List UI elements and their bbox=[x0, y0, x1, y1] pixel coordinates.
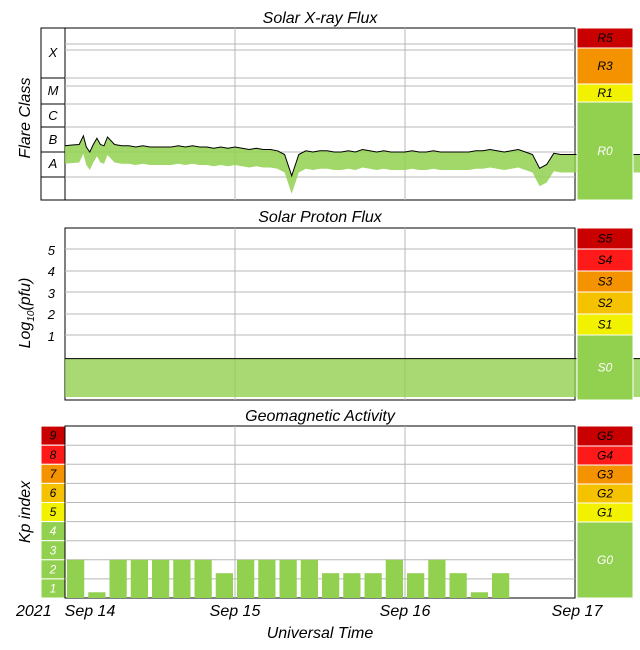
kp-bar bbox=[258, 559, 276, 598]
geomag-scale-label-g5: G5 bbox=[597, 429, 613, 443]
kp-bar bbox=[300, 559, 318, 598]
class-label-c: C bbox=[48, 108, 58, 123]
proton-tick-3: 3 bbox=[48, 286, 56, 301]
proton-scale-box-s0 bbox=[576, 334, 634, 401]
proton-tick-4: 4 bbox=[48, 264, 55, 279]
xray-ylabel: Flare Class bbox=[17, 78, 34, 159]
kp-bar bbox=[322, 573, 340, 598]
geomag-plot-area bbox=[64, 425, 576, 599]
kp-level-label-1: 1 bbox=[50, 581, 57, 595]
x-tick-sep16: Sep 16 bbox=[380, 603, 431, 620]
proton-flux-fill bbox=[65, 358, 640, 397]
proton-tick-5: 5 bbox=[48, 243, 56, 258]
xray-title: Solar X-ray Flux bbox=[263, 10, 379, 27]
proton-ylabel-sub: 10 bbox=[26, 310, 37, 322]
geomag-scale-label-g4: G4 bbox=[597, 449, 613, 463]
proton-storm-scale: S5 S4 S3 S2 S1 S0 bbox=[576, 227, 634, 401]
proton-title: Solar Proton Flux bbox=[258, 209, 383, 226]
proton-plot-area bbox=[64, 227, 640, 401]
kp-bar bbox=[407, 573, 425, 598]
x-year-label: 2021 bbox=[15, 603, 52, 620]
kp-bar bbox=[130, 559, 148, 598]
proton-scale-label-s5: S5 bbox=[598, 232, 613, 246]
kp-bar bbox=[492, 573, 510, 598]
xray-class-labels: X M C B A bbox=[40, 27, 66, 201]
kp-bars bbox=[67, 559, 510, 598]
kp-bar bbox=[215, 573, 233, 598]
xray-radio-scale: R5 R3 R1 R0 bbox=[576, 27, 634, 201]
kp-bar bbox=[194, 559, 212, 598]
proton-scale-label-s1: S1 bbox=[598, 318, 613, 332]
proton-scale-label-s2: S2 bbox=[598, 296, 613, 310]
geomag-scale-label-g2: G2 bbox=[597, 487, 613, 501]
geomag-title: Geomagnetic Activity bbox=[245, 408, 396, 425]
kp-bar bbox=[449, 573, 467, 598]
kp-level-label-7: 7 bbox=[50, 467, 58, 481]
proton-tick-1: 1 bbox=[48, 329, 55, 344]
proton-scale-label-s3: S3 bbox=[598, 275, 613, 289]
kp-level-label-3: 3 bbox=[50, 543, 57, 557]
kp-level-label-4: 4 bbox=[50, 524, 57, 538]
kp-bar bbox=[67, 559, 85, 598]
kp-level-label-9: 9 bbox=[50, 429, 57, 443]
xray-scale-label-r3: R3 bbox=[597, 59, 613, 73]
xray-scale-label-r0: R0 bbox=[597, 144, 613, 158]
geomag-scale-label-g0: G0 bbox=[597, 553, 613, 567]
kp-level-column: 9 8 7 6 5 4 3 2 1 bbox=[40, 425, 66, 599]
xray-scale-box-r0 bbox=[576, 101, 634, 201]
proton-ylabel-main: Log bbox=[17, 322, 34, 349]
x-tick-sep14: Sep 14 bbox=[65, 603, 116, 620]
proton-ylabel-rest: (pfu) bbox=[17, 278, 34, 311]
proton-ylabel: Log10(pfu) bbox=[17, 278, 37, 349]
kp-bar bbox=[364, 573, 382, 598]
kp-bar bbox=[88, 592, 106, 598]
proton-tick-2: 2 bbox=[47, 307, 56, 322]
kp-level-label-6: 6 bbox=[50, 486, 57, 500]
kp-bar bbox=[343, 573, 361, 598]
geomag-ylabel: Kp index bbox=[17, 480, 34, 543]
proton-y-ticks: 5 4 3 2 1 bbox=[47, 243, 56, 344]
kp-level-label-8: 8 bbox=[50, 448, 57, 462]
class-label-a: A bbox=[48, 156, 58, 171]
class-label-b: B bbox=[49, 132, 58, 147]
xray-scale-box-r3 bbox=[576, 47, 634, 85]
xray-plot-area bbox=[64, 27, 640, 201]
x-tick-sep15: Sep 15 bbox=[210, 603, 261, 620]
x-axis: 2021 Sep 14 Sep 15 Sep 16 Sep 17 Univers… bbox=[15, 603, 603, 642]
x-axis-label: Universal Time bbox=[267, 625, 374, 642]
x-tick-sep17: Sep 17 bbox=[552, 603, 604, 620]
class-label-m: M bbox=[48, 83, 59, 98]
geomag-gridlines bbox=[65, 426, 575, 598]
geomag-scale-label-g3: G3 bbox=[597, 468, 613, 482]
proton-scale-label-s0: S0 bbox=[598, 361, 613, 375]
xray-scale-label-r1: R1 bbox=[597, 86, 612, 100]
geomag-scale-label-g1: G1 bbox=[597, 506, 613, 520]
xray-scale-label-r5: R5 bbox=[597, 31, 613, 45]
kp-bar bbox=[428, 559, 446, 598]
xray-flux-fill bbox=[65, 135, 640, 194]
kp-level-label-5: 5 bbox=[50, 505, 57, 519]
xray-gridlines bbox=[65, 28, 575, 200]
kp-bar bbox=[109, 559, 127, 598]
kp-bar bbox=[279, 559, 297, 598]
kp-level-label-2: 2 bbox=[49, 562, 57, 576]
kp-bar bbox=[385, 559, 403, 598]
kp-bar bbox=[152, 559, 170, 598]
class-label-x: X bbox=[48, 45, 59, 60]
kp-bar bbox=[237, 559, 255, 598]
kp-bar bbox=[173, 559, 191, 598]
proton-scale-label-s4: S4 bbox=[598, 253, 613, 267]
geomag-storm-scale: G5 G4 G3 G2 G1 G0 bbox=[576, 425, 634, 599]
geomag-scale-box-g0 bbox=[576, 521, 634, 599]
kp-bar bbox=[470, 592, 488, 598]
